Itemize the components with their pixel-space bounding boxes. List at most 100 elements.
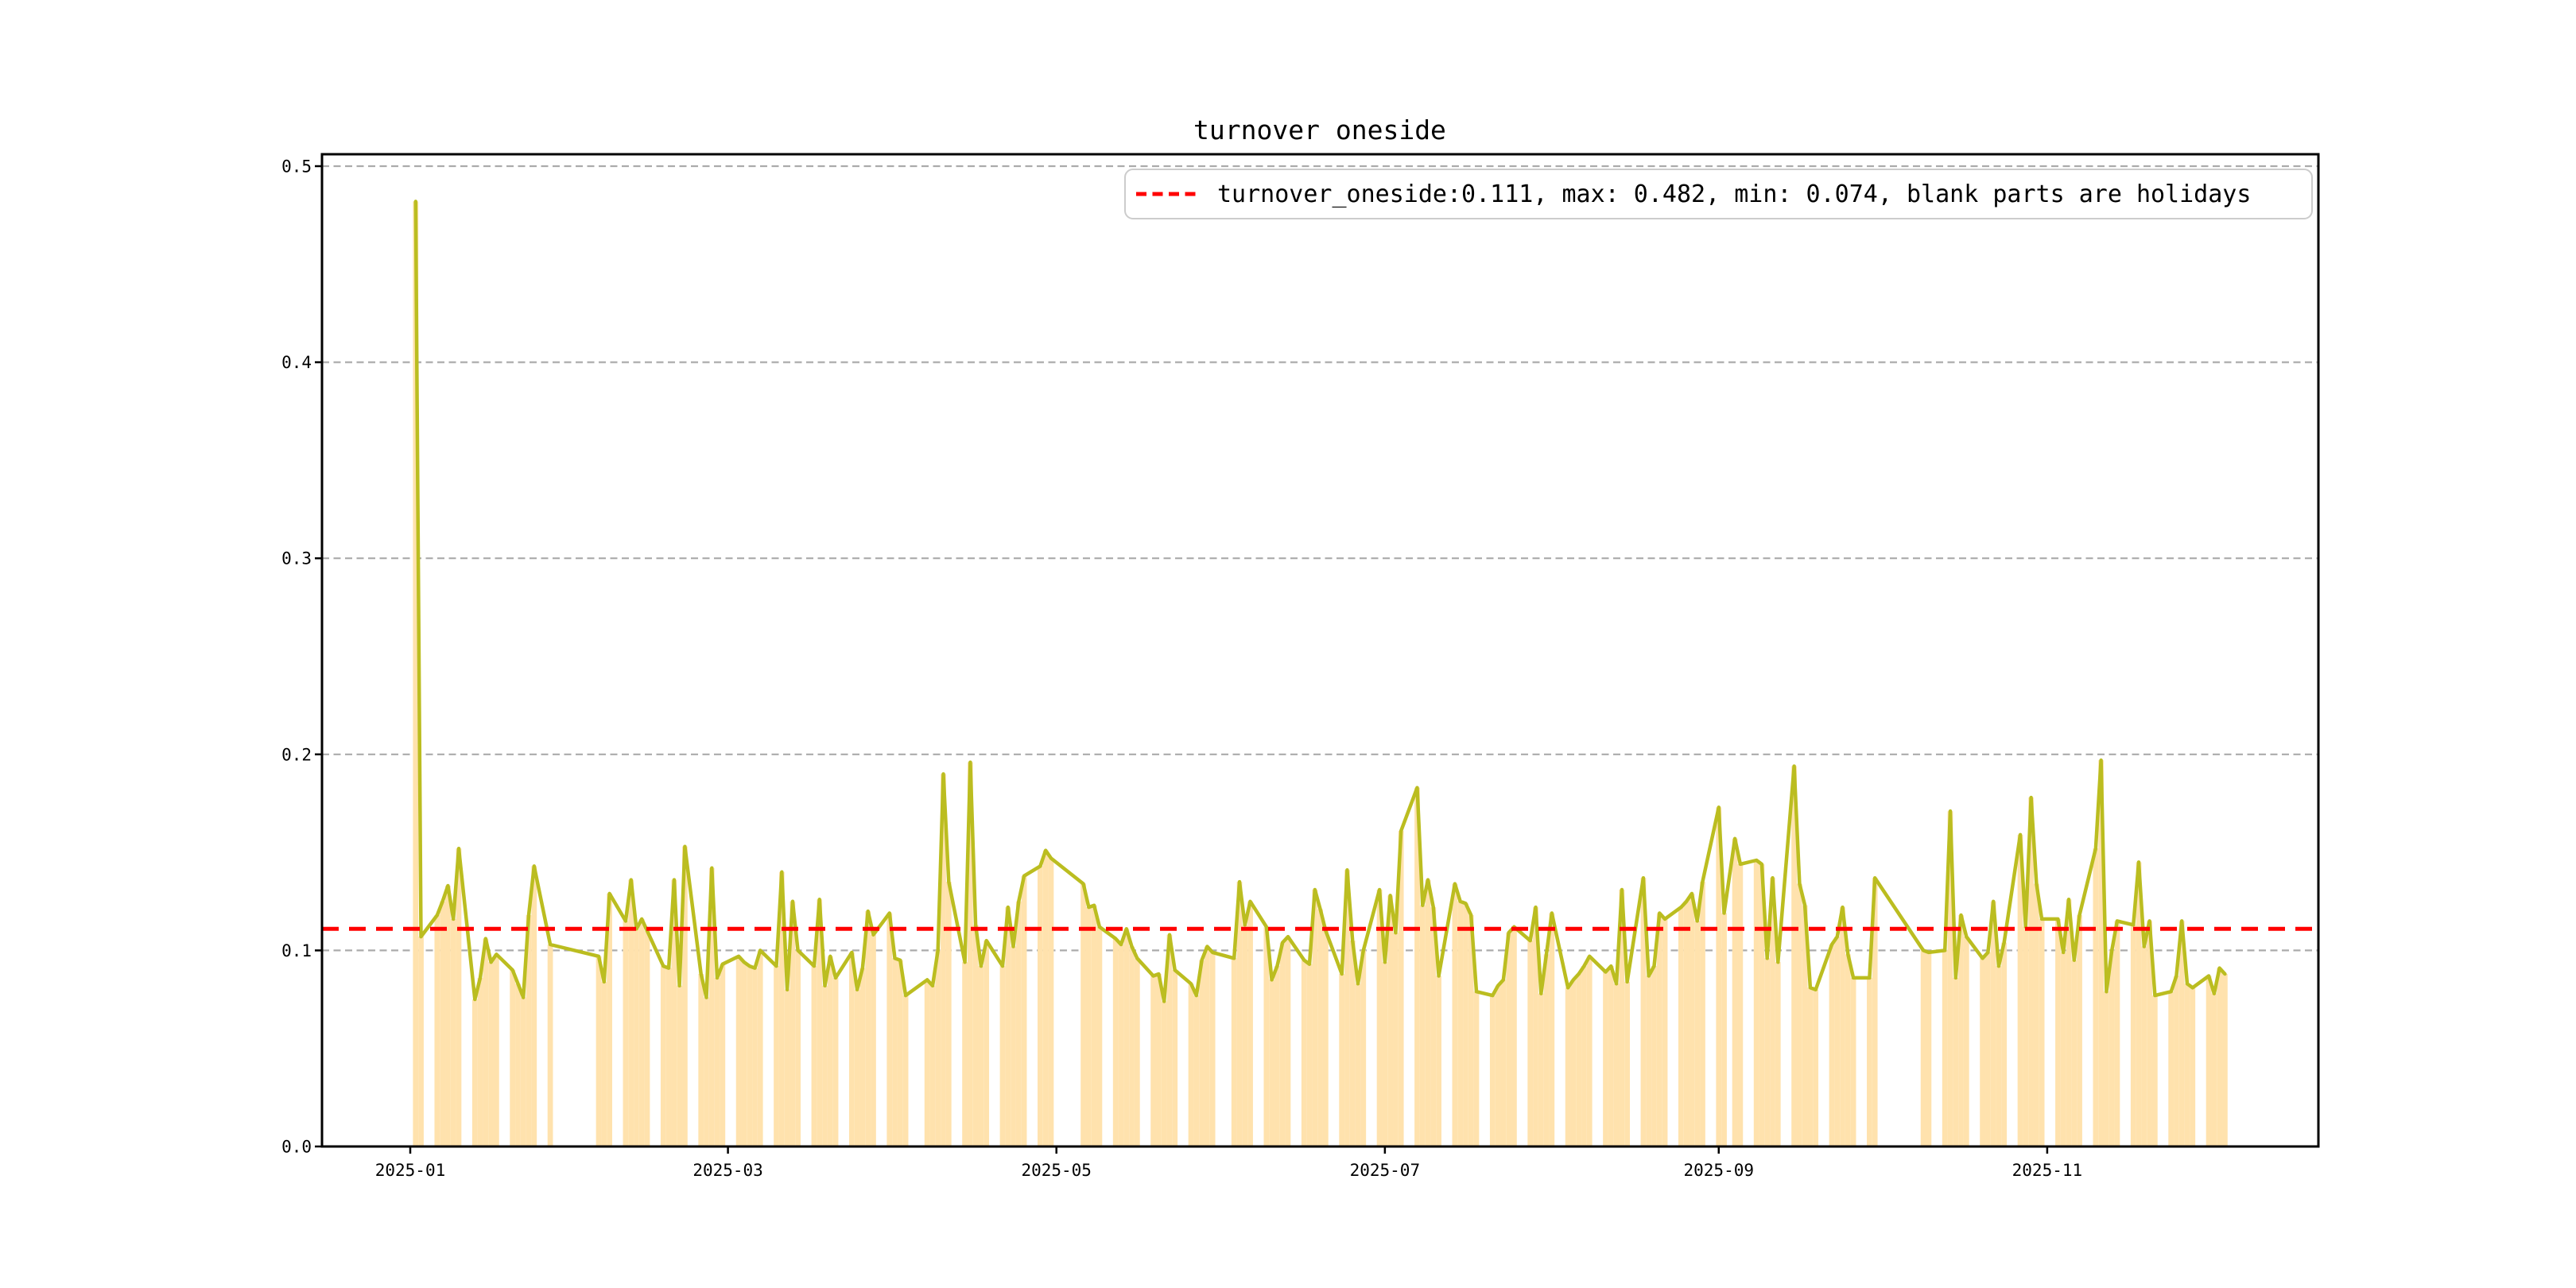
turnover-bar: [1683, 901, 1690, 1146]
turnover-bar: [978, 966, 984, 1146]
turnover-bar: [1495, 985, 1501, 1146]
turnover-bar: [1920, 950, 1926, 1146]
turnover-bar: [897, 960, 903, 1146]
turnover-bar: [1398, 830, 1404, 1146]
y-axis-ticks: 0.0 0.1 0.2 0.3 0.4 0.5: [281, 157, 322, 1157]
turnover-bar: [2151, 995, 2158, 1146]
turnover-bar: [1996, 966, 2002, 1146]
y-tick-label: 0.5: [281, 157, 312, 177]
turnover-bar: [2109, 950, 2115, 1146]
turnover-bar: [1166, 934, 1173, 1146]
turnover-bar: [1813, 989, 1819, 1146]
turnover-bar: [1419, 905, 1426, 1146]
turnover-bar: [822, 985, 828, 1146]
turnover-bar: [1274, 966, 1280, 1146]
turnover-bar: [1091, 905, 1097, 1146]
legend-box: [1124, 169, 2313, 219]
turnover-bar: [1011, 946, 1016, 1146]
turnover-bar: [1360, 950, 1367, 1146]
turnover-bar: [450, 918, 456, 1146]
turnover-bar: [1112, 938, 1119, 1146]
turnover-bar: [2168, 991, 2174, 1146]
turnover-bar: [671, 879, 677, 1146]
turnover-bar: [488, 962, 494, 1146]
turnover-bar: [1947, 811, 1953, 1146]
turnover-bar: [1570, 980, 1577, 1146]
turnover-bar: [1387, 895, 1394, 1146]
turnover-bar: [1506, 933, 1512, 1146]
turnover-bar: [854, 989, 860, 1146]
turnover-bar: [1322, 930, 1329, 1146]
turnover-bar: [1209, 952, 1216, 1146]
turnover-bar: [778, 871, 785, 1146]
turnover-bar: [795, 950, 801, 1146]
turnover-bar: [1355, 983, 1361, 1146]
turnover-bar: [1608, 966, 1614, 1146]
turnover-bar: [1845, 954, 1851, 1146]
turnover-bar: [2114, 921, 2120, 1146]
turnover-bar: [2136, 862, 2142, 1146]
turnover-bar: [1204, 946, 1210, 1146]
turnover-bar: [493, 954, 499, 1146]
turnover-bar: [526, 915, 532, 1146]
turnover-bar: [1980, 958, 1986, 1146]
turnover-bar: [1414, 787, 1420, 1146]
turnover-bar: [1199, 960, 1205, 1146]
turnover-bar: [747, 966, 753, 1146]
turnover-bar: [886, 913, 893, 1146]
turnover-bar: [1344, 870, 1350, 1146]
turnover-bar: [698, 973, 704, 1146]
turnover-bar: [1430, 907, 1437, 1146]
turnover-bar: [1926, 952, 1932, 1146]
turnover-bar: [1958, 915, 1964, 1146]
turnover-bar: [1807, 987, 1814, 1146]
turnover-bar: [456, 848, 462, 1146]
turnover-bar: [413, 201, 419, 1147]
turnover-bar: [1802, 905, 1808, 1146]
turnover-bar: [1301, 960, 1307, 1146]
turnover-bar: [2060, 952, 2066, 1146]
legend: turnover_oneside:0.111, max: 0.482, min:…: [1124, 169, 2313, 219]
x-axis-ticks: 2025-01 2025-03 2025-05 2025-07 2025-09 2025-…: [375, 1146, 2082, 1180]
turnover-bar: [967, 762, 973, 1146]
turnover-bar: [848, 952, 855, 1146]
turnover-bar: [1963, 937, 1969, 1146]
turnover-bar: [510, 970, 516, 1146]
turnover-bar: [2217, 968, 2223, 1146]
x-tick-label: 2025-05: [1021, 1161, 1092, 1180]
turnover-bar: [2141, 946, 2147, 1146]
turnover-bar: [1942, 950, 1948, 1146]
turnover-bar: [817, 899, 823, 1146]
turnover-bar: [945, 882, 952, 1146]
turnover-bar: [962, 962, 968, 1146]
turnover-bar: [1770, 878, 1775, 1146]
turnover-bar: [1700, 882, 1705, 1146]
turnover-bar: [644, 930, 650, 1146]
turnover-bar: [2190, 987, 2196, 1146]
turnover-bar: [1042, 850, 1049, 1146]
y-tick-label: 0.2: [281, 745, 312, 764]
y-tick-label: 0.0: [281, 1138, 312, 1157]
turnover-bar: [1452, 883, 1458, 1146]
turnover-bar: [1732, 838, 1738, 1146]
turnover-bar: [1242, 925, 1248, 1146]
turnover-bar: [924, 980, 930, 1146]
turnover-bar: [1565, 987, 1571, 1146]
turnover-bar: [1581, 966, 1587, 1146]
turnover-bar: [714, 977, 720, 1146]
legend-label: turnover_oneside:0.111, max: 0.482, min:…: [1217, 180, 2251, 208]
turnover-bar: [1533, 907, 1538, 1146]
turnover-bar: [1624, 981, 1631, 1146]
turnover-bar: [929, 985, 936, 1146]
turnover-bar: [2077, 915, 2082, 1146]
turnover-bar: [1840, 907, 1845, 1146]
turnover-bar: [1689, 893, 1695, 1146]
turnover-bar: [774, 966, 779, 1146]
turnover-bar: [871, 934, 876, 1146]
turnover-bar: [708, 867, 715, 1146]
turnover-bar: [1279, 942, 1286, 1146]
turnover-bar: [1538, 993, 1544, 1146]
turnover-bar: [1511, 926, 1517, 1146]
turnover-bar: [515, 983, 521, 1146]
turnover-bar: [1759, 863, 1765, 1146]
